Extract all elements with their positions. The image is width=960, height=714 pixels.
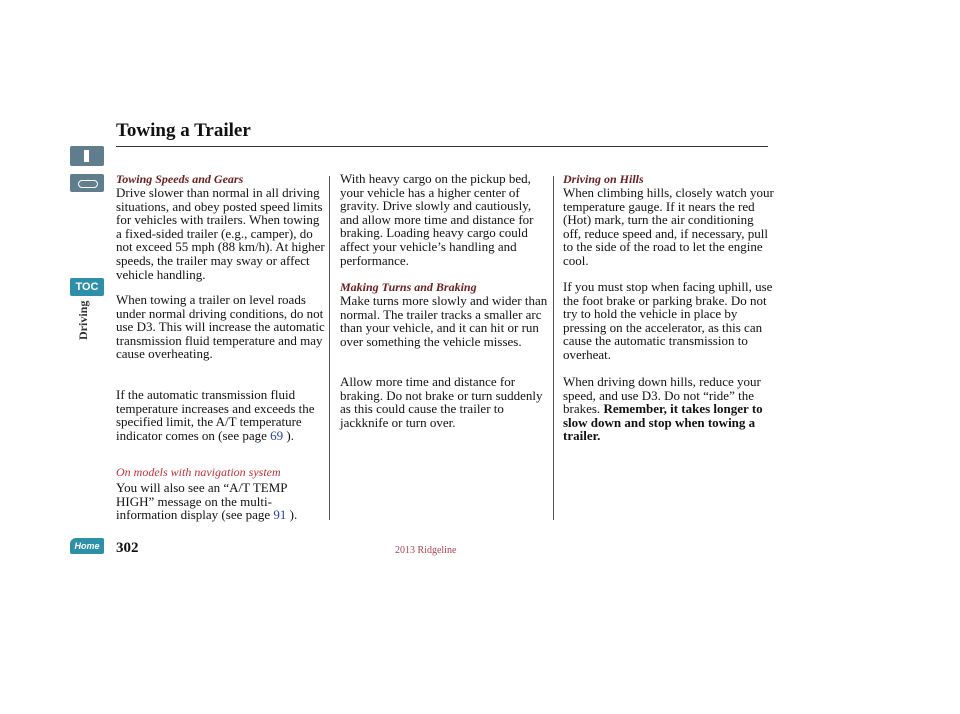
toc-button[interactable]: TOC [70, 278, 104, 296]
paragraph: Make turns more slowly and wider than no… [340, 293, 548, 349]
text: You will also see an “A/T TEMP HIGH” mes… [116, 480, 288, 523]
paragraph: When towing a trailer on level roads und… [116, 292, 325, 362]
heading: Making Turns and Braking [340, 280, 477, 294]
text: When driving down hills, reduce your spe… [563, 374, 761, 417]
paragraph: Drive slower than normal in all driving … [116, 185, 325, 282]
paragraph: You will also see an “A/T TEMP HIGH” mes… [116, 481, 328, 522]
glyph [84, 150, 89, 162]
title: Towing a Trailer [116, 120, 251, 141]
paragraph: With heavy cargo on the pickup bed, your… [340, 171, 534, 268]
info-icon[interactable] [70, 146, 104, 166]
section-text: Driving [76, 300, 90, 340]
note: On models with navigation system [116, 465, 281, 479]
text: ). [286, 427, 294, 443]
paragraph: If you must stop when facing uphill, use… [563, 279, 773, 362]
heading: Towing Speeds and Gears [116, 172, 244, 186]
home-button[interactable]: Home [70, 538, 104, 554]
section-label: Driving [76, 280, 91, 340]
paragraph: Allow more time and distance for braking… [340, 374, 543, 430]
glyph [78, 180, 98, 188]
heading: Driving on Hills [563, 172, 644, 186]
page-link[interactable]: 91 [273, 507, 287, 523]
paragraph: When driving down hills, reduce your spe… [563, 375, 775, 443]
car-icon[interactable] [70, 174, 104, 192]
rule [116, 146, 768, 147]
column-divider [329, 176, 330, 520]
text: If the automatic transmission fluid temp… [116, 387, 315, 443]
text: ). [289, 507, 298, 523]
footer-model: 2013 Ridgeline [395, 545, 457, 556]
page-number: 302 [116, 540, 139, 556]
paragraph: When climbing hills, closely watch your … [563, 185, 774, 268]
paragraph: If the automatic transmission fluid temp… [116, 388, 328, 442]
emphasis: Remember, it takes longer to slow down a… [563, 401, 763, 444]
page-link[interactable]: 69 [270, 427, 284, 443]
column-divider [553, 176, 554, 520]
